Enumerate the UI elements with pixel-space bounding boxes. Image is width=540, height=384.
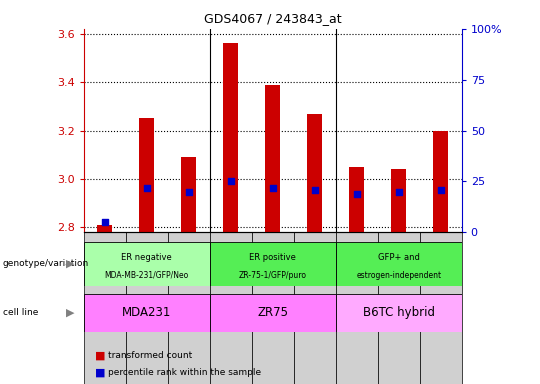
Bar: [420, 232, 462, 384]
Point: [226, 179, 235, 185]
Text: ER positive: ER positive: [249, 253, 296, 262]
Text: ■: ■: [94, 367, 105, 377]
Point: [100, 219, 109, 225]
Bar: [265, 84, 280, 232]
Text: ER negative: ER negative: [122, 253, 172, 262]
Text: ZR-75-1/GFP/puro: ZR-75-1/GFP/puro: [239, 271, 307, 280]
Text: ■: ■: [94, 350, 105, 360]
Text: estrogen-independent: estrogen-independent: [356, 271, 441, 280]
Bar: [84, 242, 210, 286]
Bar: [349, 167, 364, 232]
Text: GFP+ and: GFP+ and: [378, 253, 420, 262]
Bar: [377, 232, 420, 384]
Text: genotype/variation: genotype/variation: [3, 260, 89, 268]
Text: B6TC hybrid: B6TC hybrid: [363, 306, 435, 319]
Bar: [434, 131, 448, 232]
Bar: [168, 232, 210, 384]
Text: ZR75: ZR75: [257, 306, 288, 319]
Point: [394, 189, 403, 195]
Bar: [336, 242, 462, 286]
Point: [310, 187, 319, 193]
Point: [353, 190, 361, 197]
Text: MDA-MB-231/GFP/Neo: MDA-MB-231/GFP/Neo: [105, 271, 189, 280]
Point: [143, 184, 151, 190]
Bar: [336, 294, 462, 332]
Bar: [224, 43, 238, 232]
Bar: [307, 114, 322, 232]
Bar: [294, 232, 336, 384]
Bar: [84, 294, 210, 332]
Point: [268, 184, 277, 190]
Bar: [252, 232, 294, 384]
Text: MDA231: MDA231: [122, 306, 171, 319]
Text: transformed count: transformed count: [108, 351, 192, 360]
Text: percentile rank within the sample: percentile rank within the sample: [108, 368, 261, 377]
Bar: [97, 225, 112, 232]
Bar: [392, 169, 406, 232]
Bar: [336, 232, 377, 384]
Text: cell line: cell line: [3, 308, 38, 318]
Point: [436, 187, 445, 193]
Bar: [210, 294, 336, 332]
Bar: [139, 118, 154, 232]
Bar: [181, 157, 196, 232]
Bar: [84, 232, 126, 384]
Title: GDS4067 / 243843_at: GDS4067 / 243843_at: [204, 12, 341, 25]
Bar: [210, 232, 252, 384]
Bar: [126, 232, 168, 384]
Text: ▶: ▶: [66, 259, 75, 269]
Text: ▶: ▶: [66, 308, 75, 318]
Bar: [210, 242, 336, 286]
Point: [184, 189, 193, 195]
